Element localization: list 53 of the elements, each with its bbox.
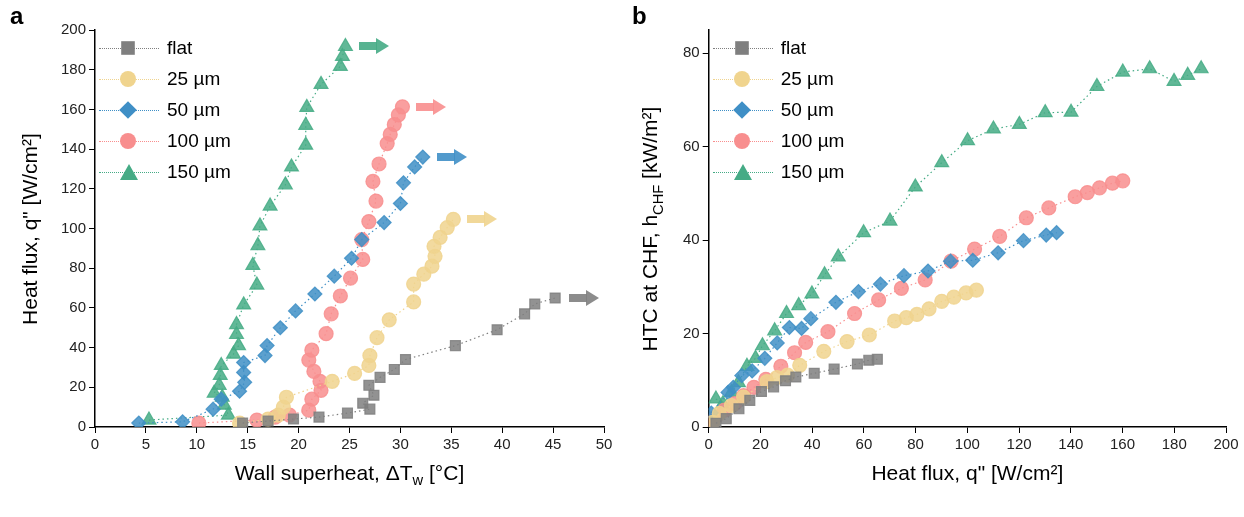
y-tick-label: 40 [683, 230, 700, 248]
y-tick-label: 0 [77, 417, 87, 435]
y-tick-label: 160 [61, 99, 87, 117]
y-tick-label: 180 [61, 59, 87, 77]
y-tick-label: 200 [61, 20, 87, 38]
y-tick-label: 140 [61, 139, 87, 157]
x-tick-label: 140 [1058, 435, 1084, 453]
y-tick-label: 100 [61, 218, 87, 236]
y-tick-label: 0 [691, 417, 700, 435]
x-tick-label: 20 [752, 435, 769, 453]
y-tick-label: 40 [69, 337, 87, 355]
x-tick-label: 35 [442, 435, 460, 453]
x-tick-label: 0 [704, 435, 713, 453]
x-tick-label: 100 [954, 435, 980, 453]
x-tick-label: 80 [907, 435, 924, 453]
x-tick-label: 60 [855, 435, 873, 453]
y-tick-label: 80 [683, 43, 700, 61]
x-tick-label: 160 [1110, 435, 1136, 453]
legend-label: 25 µm [780, 67, 834, 90]
x-tick-label: 180 [1161, 435, 1187, 453]
y-axis-title: Heat flux, q" [W/cm²] [18, 132, 42, 325]
legend-label: flat [780, 36, 807, 59]
x-axis-title: Heat flux, q" [W/cm²] [871, 461, 1064, 485]
x-tick-label: 50 [595, 435, 613, 453]
x-axis-title: Wall superheat, ΔT$_{w}$ [°C] [234, 461, 465, 489]
y-tick-label: 60 [683, 136, 700, 154]
x-tick-label: 45 [544, 435, 562, 453]
chart-title: a [10, 2, 24, 30]
y-tick-label: 80 [69, 258, 87, 276]
y-tick-label: 20 [69, 377, 87, 395]
x-tick-label: 200 [1213, 435, 1239, 453]
x-tick-label: 20 [290, 435, 307, 453]
legend-label: flat [167, 36, 193, 59]
x-tick-label: 10 [188, 435, 206, 453]
legend-label: 150 µm [780, 160, 845, 183]
legend-label: 100 µm [780, 129, 845, 152]
legend-label: 100 µm [167, 129, 231, 152]
y-tick-label: 20 [683, 323, 700, 341]
x-tick-label: 120 [1006, 435, 1032, 453]
x-tick-label: 0 [90, 435, 100, 453]
x-tick-label: 5 [141, 435, 151, 453]
x-tick-label: 15 [239, 435, 257, 453]
legend-label: 50 µm [780, 98, 834, 121]
y-tick-label: 60 [69, 298, 87, 316]
x-tick-label: 25 [341, 435, 358, 453]
legend-label: 150 µm [167, 160, 231, 183]
legend-label: 50 µm [167, 98, 221, 121]
legend-label: 25 µm [167, 67, 221, 90]
x-tick-label: 40 [493, 435, 511, 453]
x-tick-label: 30 [392, 435, 409, 453]
y-tick-label: 120 [61, 178, 87, 196]
chart-title: b [632, 2, 647, 30]
x-tick-label: 40 [803, 435, 821, 453]
